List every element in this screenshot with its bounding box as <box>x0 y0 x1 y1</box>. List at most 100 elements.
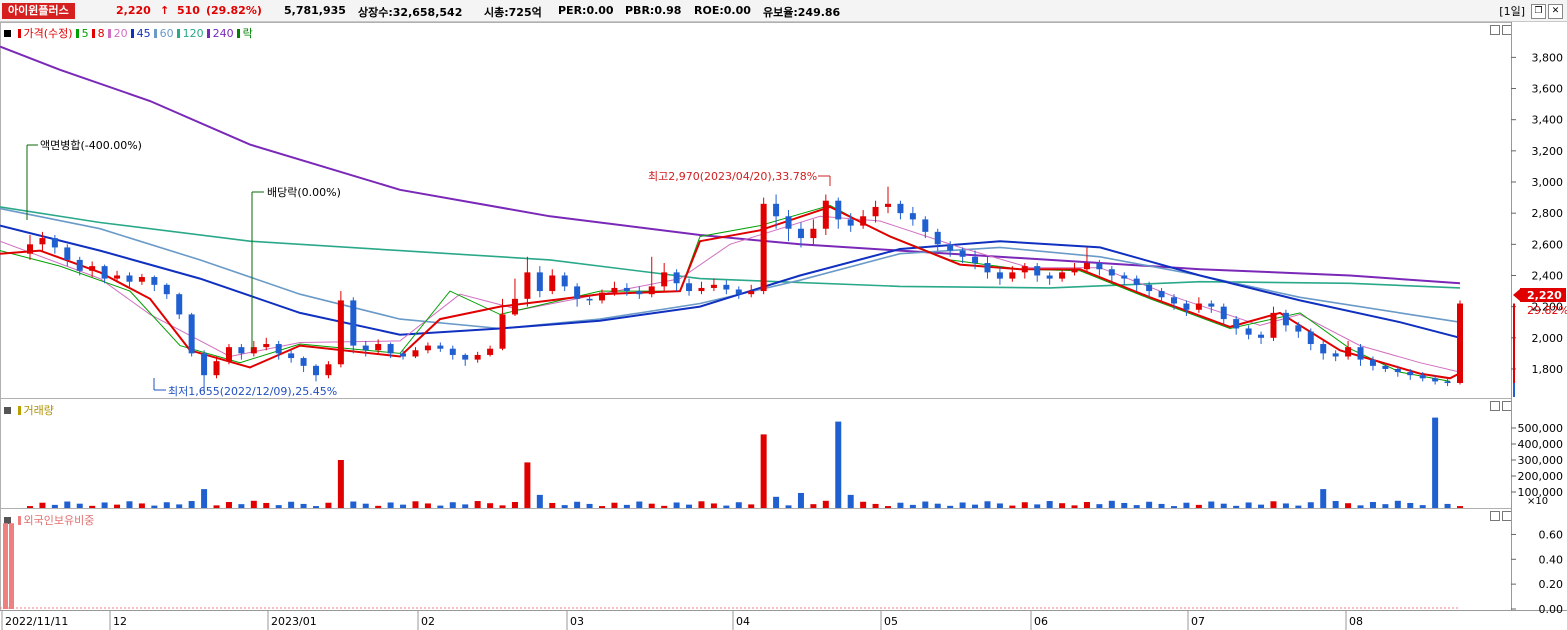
period-selector[interactable]: [1일] <box>1499 5 1525 18</box>
volume-bar <box>959 502 966 508</box>
volume-bar <box>1046 501 1053 508</box>
volume-legend: 거래량 <box>4 402 57 418</box>
volume-bar <box>524 462 531 508</box>
foreign-title: 외국인보유비중 <box>23 514 95 527</box>
volume-bar <box>972 504 979 508</box>
candle-body <box>474 354 481 360</box>
maximize-icon[interactable] <box>1502 25 1512 35</box>
candle-body <box>27 244 33 254</box>
volume-title: 거래량 <box>23 404 54 417</box>
candle-body <box>1245 328 1252 335</box>
candle-body <box>1282 312 1289 326</box>
candle-body <box>934 231 941 245</box>
y-tick-label: 3,800 <box>1532 51 1564 64</box>
volume-bar <box>300 503 307 508</box>
legend-item[interactable]: 120 <box>176 27 204 40</box>
candle-body <box>325 364 332 376</box>
volume-bar <box>487 503 494 508</box>
legend-item[interactable]: 8 <box>91 27 105 40</box>
volume-bar <box>1407 502 1414 508</box>
volume-bar <box>599 506 605 508</box>
volume-bar <box>1432 417 1439 508</box>
candle-body <box>313 365 319 376</box>
volume-bar <box>698 501 705 508</box>
foreign-tick-label: 0.60 <box>1539 528 1564 541</box>
volume-bar <box>748 504 755 508</box>
volume-bar <box>710 503 717 508</box>
legend-item[interactable]: 45 <box>130 27 151 40</box>
candle-body <box>574 286 581 299</box>
volume-bar <box>847 494 854 508</box>
candle-body <box>238 347 245 354</box>
close-icon[interactable]: ✕ <box>1548 3 1563 19</box>
volume-bar <box>1295 505 1302 508</box>
panel-frame <box>0 22 1512 399</box>
candle-body <box>599 292 605 301</box>
current-price: 2,220 <box>116 4 151 17</box>
volume-bar <box>387 502 394 508</box>
ma60-line <box>0 207 1461 330</box>
legend-item[interactable]: 5 <box>75 27 89 40</box>
volume-bar <box>325 502 332 508</box>
today-range-bar <box>1513 382 1515 397</box>
candle-body <box>1158 291 1165 298</box>
volume-bar <box>536 494 543 508</box>
legend-label: 120 <box>182 27 204 40</box>
x-tick-label: 03 <box>570 615 584 628</box>
legend-item[interactable]: 가격(수정) <box>17 27 73 40</box>
candle-body <box>723 284 730 290</box>
candle-body <box>76 259 83 271</box>
volume-bar <box>1220 503 1227 508</box>
stock-name[interactable]: 아이윈플러스 <box>2 3 75 19</box>
candle-body <box>424 345 431 351</box>
candle-body <box>972 256 979 264</box>
volume-bar <box>412 501 419 508</box>
x-tick-label: 2022/11/11 <box>5 615 68 628</box>
candle-body <box>1444 381 1451 383</box>
minimize-icon[interactable] <box>1490 511 1500 521</box>
legend-item[interactable]: 20 <box>107 27 128 40</box>
candle-body <box>1394 368 1401 373</box>
volume-bar <box>860 501 867 508</box>
y-tick-label: 1,800 <box>1532 363 1564 376</box>
minimize-icon[interactable] <box>1490 401 1500 411</box>
maximize-icon[interactable] <box>1502 511 1512 521</box>
listed-shares: 상장수:32,658,542 <box>358 6 463 19</box>
candle-body <box>1295 325 1302 332</box>
foreign-tick-label: 0.20 <box>1539 578 1564 591</box>
current-price-box <box>1520 288 1566 302</box>
panel-icon <box>4 517 11 524</box>
y-tick-label: 3,400 <box>1532 114 1564 127</box>
legend-item[interactable]: 240 <box>206 27 234 40</box>
volume-bar <box>39 502 46 508</box>
candle-body <box>151 277 158 285</box>
volume-bar <box>785 505 792 508</box>
legend-marker-icon <box>107 29 111 38</box>
legend-item[interactable]: 60 <box>153 27 174 40</box>
volume-bar <box>213 505 220 508</box>
volume-bar <box>225 502 232 508</box>
candle-body <box>89 266 96 271</box>
candle-body <box>101 266 108 279</box>
volume-bar <box>797 492 804 508</box>
volume-bar <box>1369 502 1376 508</box>
minimize-icon[interactable] <box>1490 25 1500 35</box>
volume-bar <box>1108 500 1115 508</box>
foreign-tick-label: 0.00 <box>1539 603 1564 616</box>
candle-body <box>909 213 916 220</box>
candle-body <box>1258 334 1265 338</box>
volume-bar <box>424 503 431 508</box>
candle-body <box>1146 284 1153 292</box>
volume-bar <box>885 506 891 508</box>
maximize-icon[interactable] <box>1502 401 1512 411</box>
volume-bar <box>1158 503 1165 508</box>
volume-bar <box>549 502 556 508</box>
restore-icon[interactable]: ❐ <box>1531 3 1546 19</box>
legend-item[interactable]: 락 <box>236 27 253 40</box>
candle-body <box>885 203 891 207</box>
candle-body <box>636 291 643 295</box>
volume-bar <box>1009 505 1016 508</box>
volume-bar <box>201 489 208 508</box>
legend-marker-icon <box>236 29 240 38</box>
